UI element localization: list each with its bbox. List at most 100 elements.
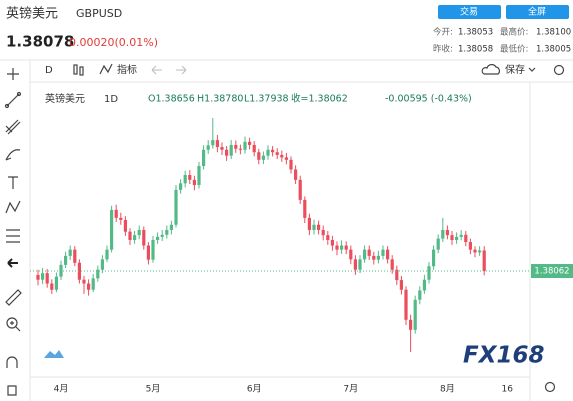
watermark: FX168	[463, 343, 544, 369]
save-menu[interactable]	[528, 67, 536, 72]
candle-body	[261, 155, 265, 160]
candle-body	[206, 145, 210, 150]
stat-label: 昨收:	[433, 44, 453, 55]
price-change: 0.00020(0.01%)	[69, 36, 158, 49]
redo-button[interactable]	[176, 65, 187, 75]
fullscreen-label[interactable]: 全屏	[528, 6, 546, 18]
indicators-button[interactable]: 指标	[117, 63, 137, 76]
candle-body	[330, 239, 334, 246]
candle-body	[197, 166, 201, 186]
candle-body	[151, 239, 155, 260]
candle-body	[54, 276, 58, 290]
x-tick-label: 8月	[440, 384, 455, 395]
price: 1.38078	[6, 33, 74, 51]
cloud-chart-button[interactable]	[44, 350, 64, 358]
candle-body	[41, 273, 45, 280]
candle-body	[137, 229, 141, 236]
candle-body	[174, 189, 178, 225]
candle-body	[91, 278, 95, 290]
legend-high: H1.38780	[197, 94, 243, 105]
candle-body	[303, 199, 307, 218]
drawing-tools[interactable]	[4, 68, 22, 396]
candle-body	[358, 259, 362, 270]
candle-body	[390, 259, 394, 270]
candle-body	[478, 250, 482, 253]
candle-body	[317, 224, 321, 230]
stat-value: 1.38053	[458, 28, 493, 38]
candle-body	[298, 179, 302, 200]
candle-body	[192, 179, 196, 186]
candle-body	[110, 209, 114, 250]
candle-body	[243, 141, 247, 150]
candle-body	[96, 269, 100, 279]
candle-body	[119, 217, 123, 220]
candle-body	[284, 157, 288, 160]
candle-body	[294, 169, 298, 180]
stat-label: 今开:	[433, 27, 453, 38]
legend-close: 收=1.38062	[291, 93, 348, 105]
x-tick-label: 7月	[343, 384, 358, 395]
last-price-label: 1.38062	[534, 267, 569, 277]
candle-body	[211, 140, 215, 146]
candle-body	[142, 229, 146, 246]
candle-body	[386, 249, 390, 260]
candle-body	[160, 234, 164, 237]
candle-body	[165, 229, 169, 235]
candle-body	[45, 273, 49, 284]
stat-value: 1.38005	[536, 45, 571, 55]
candle-body	[353, 259, 357, 270]
candle-body	[238, 148, 242, 150]
candle-body	[275, 152, 279, 155]
candle-body	[418, 290, 422, 300]
legend-change: -0.00595 (-0.43%)	[385, 94, 472, 105]
trade-button[interactable]	[438, 5, 501, 19]
candle-body	[326, 235, 330, 240]
candle-body	[367, 249, 371, 256]
candle-body	[128, 231, 132, 240]
candle-body	[459, 234, 463, 237]
x-tick-label: 16	[501, 385, 513, 395]
candle-body	[363, 249, 367, 260]
candle-body	[257, 152, 261, 160]
candle-body	[248, 141, 252, 145]
symbol-name: 英镑美元	[6, 6, 58, 22]
chart-type-button[interactable]	[73, 64, 84, 76]
fullscreen-button[interactable]	[506, 5, 569, 19]
candle-body	[64, 255, 68, 265]
candle-body	[156, 236, 160, 240]
axis-settings[interactable]	[544, 381, 556, 393]
candle-body	[482, 250, 486, 272]
candle-body	[432, 249, 436, 267]
undo-button[interactable]	[151, 65, 162, 75]
x-tick-label: 4月	[54, 384, 69, 395]
candle-body	[114, 209, 118, 218]
candle-body	[50, 283, 54, 290]
candle-body	[441, 229, 445, 239]
x-tick-label: 5月	[146, 384, 161, 395]
candle-body	[376, 255, 380, 260]
cloud-icon[interactable]	[481, 64, 500, 75]
candle-body	[215, 140, 219, 148]
candle-body	[100, 259, 104, 270]
candle-body	[422, 279, 426, 291]
candle-body	[464, 234, 468, 243]
legend-low: L1.37938	[244, 94, 289, 105]
save-button[interactable]: 保存	[505, 63, 525, 76]
candle-body	[473, 249, 477, 253]
trade-label[interactable]: 交易	[460, 6, 478, 18]
candle-body	[289, 159, 293, 170]
candle-body	[445, 229, 449, 236]
stat-value: 1.38100	[536, 28, 571, 38]
indicator-icon	[99, 63, 113, 75]
candle-body	[77, 262, 81, 280]
series-interval: 1D	[104, 94, 118, 105]
candle-body	[372, 255, 376, 260]
interval-button[interactable]: D	[45, 65, 53, 76]
candle-body	[202, 149, 206, 167]
candle-body	[133, 235, 137, 240]
settings-button[interactable]	[553, 64, 565, 76]
candle-body	[188, 175, 192, 180]
legend-open: O1.38656	[148, 94, 195, 105]
candle-body	[105, 249, 109, 260]
